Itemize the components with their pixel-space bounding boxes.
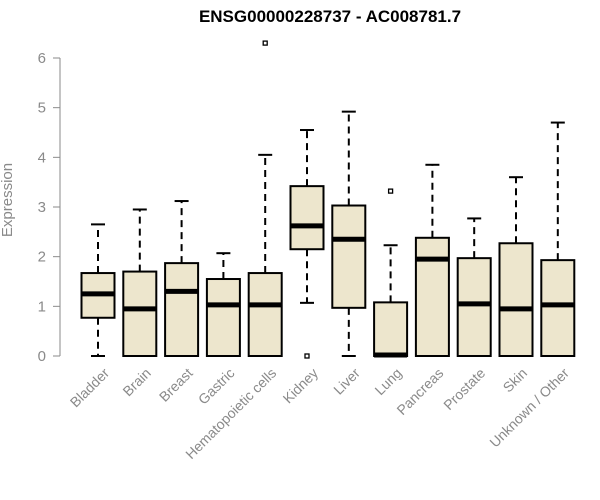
chart-title: ENSG00000228737 - AC008781.7 (199, 7, 461, 26)
y-tick-label: 4 (38, 149, 46, 166)
y-tick-label: 2 (38, 249, 46, 266)
box-iqr (164, 262, 200, 357)
boxes-group (80, 40, 576, 359)
x-tick-label: Liver (330, 365, 363, 398)
y-tick-label: 0 (38, 348, 46, 365)
outlier-point (262, 40, 268, 46)
box-iqr (498, 242, 534, 357)
x-tick-label: Unknown / Other (486, 365, 572, 451)
y-tick-label: 6 (38, 50, 46, 67)
box-iqr (540, 259, 576, 358)
x-tick-label: Prostate (440, 365, 488, 413)
x-tick-label: Skin (500, 365, 531, 396)
x-tick-label: Breast (156, 365, 196, 405)
x-tick-label: Brain (119, 365, 153, 399)
y-tick-label: 5 (38, 100, 46, 117)
x-tick-label: Bladder (67, 365, 113, 411)
y-tick-label: 1 (38, 298, 46, 315)
x-tick-label: Lung (371, 365, 404, 398)
box-iqr (247, 272, 283, 358)
box-iqr (289, 185, 325, 251)
box-iqr (414, 236, 450, 357)
outlier-point (387, 188, 394, 194)
box-iqr (373, 301, 409, 357)
x-tick-label: Kidney (280, 365, 322, 407)
y-tick-label: 3 (38, 199, 46, 216)
y-axis-label: Expression (0, 163, 16, 237)
y-axis: 0 1 2 3 4 5 6 (38, 50, 61, 365)
box-iqr (205, 278, 241, 357)
box-iqr (331, 204, 367, 309)
outlier-point (304, 353, 310, 359)
box-iqr (456, 257, 492, 358)
box-iqr (122, 270, 158, 358)
